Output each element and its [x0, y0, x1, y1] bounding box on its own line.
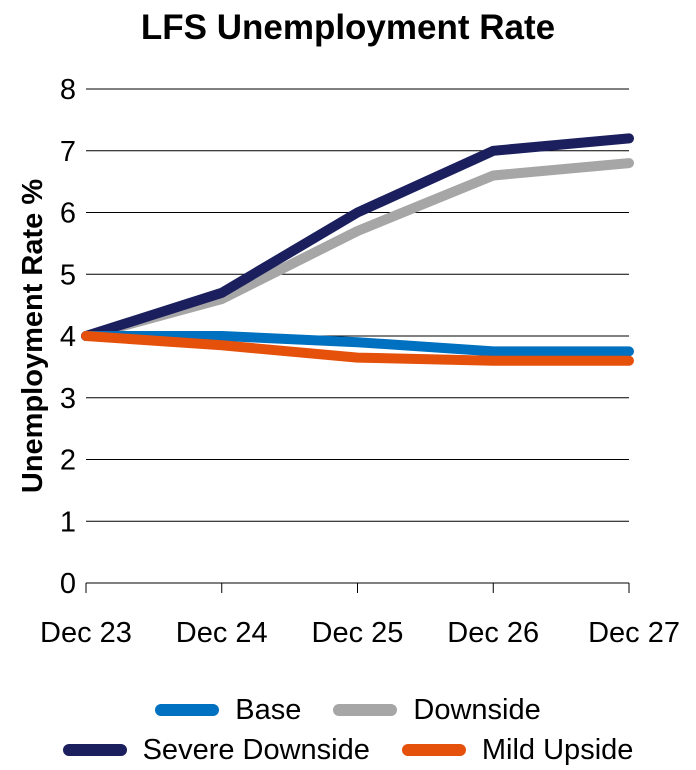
series-lines [81, 133, 634, 366]
legend-swatch [62, 744, 127, 756]
y-tick-label: 2 [60, 445, 76, 477]
series-line-mild-upside [81, 331, 634, 366]
legend-item: Downside [333, 693, 541, 727]
legend-swatch [155, 704, 220, 716]
y-tick-label: 8 [60, 74, 76, 106]
y-tick-label: 3 [60, 383, 76, 415]
legend-item: Mild Upside [401, 733, 634, 767]
x-tick-label: Dec 24 [176, 617, 268, 649]
legend: Base Downside Severe Downside Mild Upside [0, 690, 696, 770]
axes: 0 1 2 3 4 5 6 7 8 Dec 23 Dec 24 Dec 25 Dec 26 Dec 27 [40, 74, 680, 649]
x-tick-label: Dec 27 [588, 617, 680, 649]
legend-swatch [401, 744, 466, 756]
x-tick-label: Dec 23 [40, 617, 132, 649]
legend-swatch [333, 704, 398, 716]
chart-title: LFS Unemployment Rate [140, 8, 556, 47]
y-tick-label: 0 [60, 568, 76, 600]
y-axis-title: Unemployment Rate % [17, 179, 49, 493]
y-tick-label: 4 [60, 321, 76, 353]
legend-label: Base [235, 693, 302, 726]
legend-item: Severe Downside [62, 733, 370, 767]
legend-label: Mild Upside [481, 733, 634, 766]
legend-item: Base [155, 694, 301, 727]
series-line-severe-downside [81, 133, 634, 341]
series-line-base [81, 331, 634, 357]
legend-label: Severe Downside [142, 733, 370, 766]
legend-row: Severe Downside Mild Upside [0, 730, 696, 770]
legend-label: Downside [413, 693, 541, 726]
y-tick-label: 5 [60, 259, 76, 291]
x-tick-label: Dec 26 [447, 617, 539, 649]
y-tick-label: 6 [60, 198, 76, 230]
y-tick-label: 7 [60, 136, 76, 168]
x-tick-label: Dec 25 [312, 617, 404, 649]
legend-row: Base Downside [0, 690, 696, 730]
y-tick-label: 1 [60, 506, 76, 538]
